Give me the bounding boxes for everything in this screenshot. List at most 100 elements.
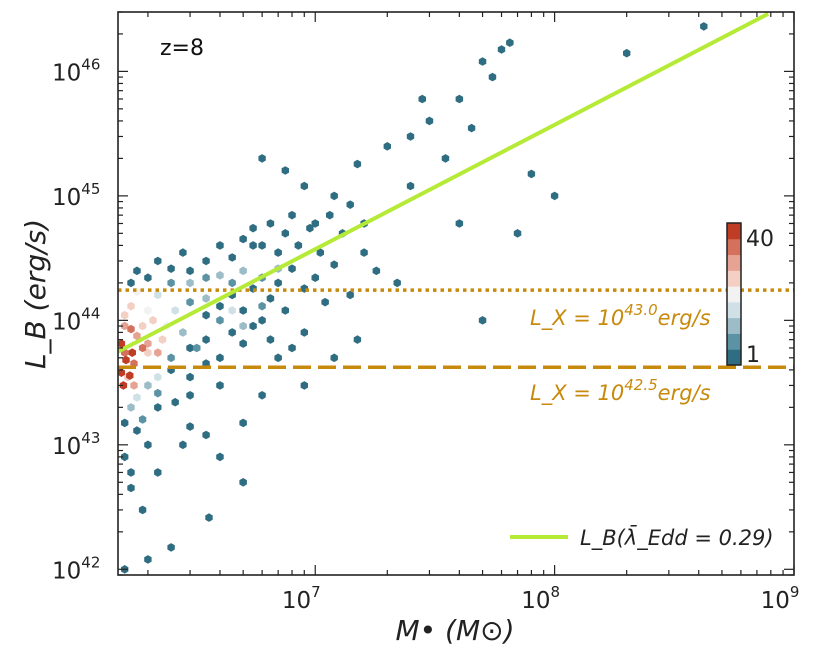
hexbin-cell [216,316,224,325]
hexbin-cell [179,440,187,450]
hexbin-cell [239,306,247,315]
hexbin-cell [300,328,308,337]
plot-area [118,12,794,575]
hexbin-cell [138,415,147,424]
hexbin-cell [306,223,314,233]
legend: L_B(λ̄_Edd = 0.29) [510,525,774,551]
hexbin-cell [202,294,210,303]
hexbin-cell [700,22,708,31]
hexbin-cell [506,38,514,47]
hexbin-cell [281,229,289,238]
hexbin-cell [249,321,257,331]
hexbin-cell [133,266,141,276]
hexbin-cell [127,483,135,493]
hexbin-cell [418,94,426,104]
hexbin-cell [186,343,194,353]
hexbin-cell [441,154,450,163]
hexbin-cell [266,335,275,344]
hexbin-cell [144,555,152,564]
hexbin-cell [121,310,129,320]
hexbin-cell [216,241,224,250]
colorbar-cell [727,333,741,350]
hexbin-cell [266,219,275,228]
colorbar-cell [727,349,741,366]
hexbin-cell [239,339,247,348]
hexbin-cell [478,316,487,325]
hexbin-cell [288,210,296,220]
hexbin-cell [154,388,162,398]
hexbin-cell [216,353,224,363]
hexbin-cell [186,391,194,400]
hexbin-cell [330,353,338,363]
hexbin-cell [623,48,631,58]
hexbin-cell [228,328,236,337]
hexbin-cell [288,343,296,353]
hexbin-cell [144,306,152,315]
hexbin-cell [154,290,162,300]
hexbin-cell [330,260,338,269]
hexbin-cell [346,200,354,209]
legend-label: L_B(λ̄_Edd = 0.29) [580,525,774,551]
hexbin-cell [130,381,138,390]
colorbar-min-label: 1 [746,343,760,368]
hexbin-cell [216,271,224,280]
hexbin-cell [216,301,224,311]
hexbin-cell [154,403,162,412]
hexbin-cell [311,273,319,282]
hexbin-cell [330,191,338,201]
x-tick-label: 107 [282,583,321,614]
hexbin-cell [228,278,236,288]
hexbin-cell [372,266,381,276]
colorbar-cell [727,286,741,303]
hexbin-cell [274,248,282,257]
threshold-label-43: L_X = 1043.0erg/s [530,301,711,331]
hexbin-cell [144,440,152,450]
hexbin-cell [133,426,141,435]
hexbin-cell [266,294,275,303]
hexbin-cell [154,372,162,382]
hexbin-cell [249,223,257,233]
plot-frame [117,11,795,576]
y-tick-label: 1045 [52,180,100,211]
x-tick-label: 109 [761,583,800,614]
hexbin-cell [144,381,152,390]
hexbin-cell [406,181,415,191]
hexbin-cell [281,166,289,175]
hexbin-cell [186,372,194,382]
hexbin-cell [353,335,362,344]
hexbin-cell [186,278,194,288]
hexbin-cell [425,116,434,126]
hexbin-cell [228,253,236,262]
colorbar-cell [727,301,741,319]
hexbin-cell [119,381,128,390]
hexbin-cell [186,297,194,307]
hexbin-cell [513,229,522,238]
hexbin-cell [288,264,296,273]
x-axis-label: M• (M⊙) [395,614,514,647]
hexbin-cell [128,348,136,357]
hexbin-cell [455,219,464,228]
hexbin-cell [383,142,391,151]
hexbin-cell [497,45,506,54]
hexbin-cell [406,132,415,141]
y-tick-label: 1046 [52,55,100,86]
hexbin-cell [258,316,266,325]
y-tick-label: 1043 [52,429,100,460]
redshift-annotation: z=8 [160,36,204,61]
hexbin-cell [167,264,175,273]
hexbin-cell [138,321,147,331]
hexbin-cell [527,169,536,179]
hexbin-cell [550,191,559,201]
hexbin-cell [274,278,282,288]
hexbin-cell [167,543,175,552]
hexbin-cell [294,241,303,250]
hexbin-cell [239,266,247,276]
hexbin-cell [144,273,152,282]
hexbin-cell [316,248,324,257]
hexbin-cell [239,418,247,428]
hexbin-cell [149,316,157,325]
hexbin-cell [311,219,319,228]
hexbin-cell [127,468,135,477]
colorbar-frame [726,222,742,366]
